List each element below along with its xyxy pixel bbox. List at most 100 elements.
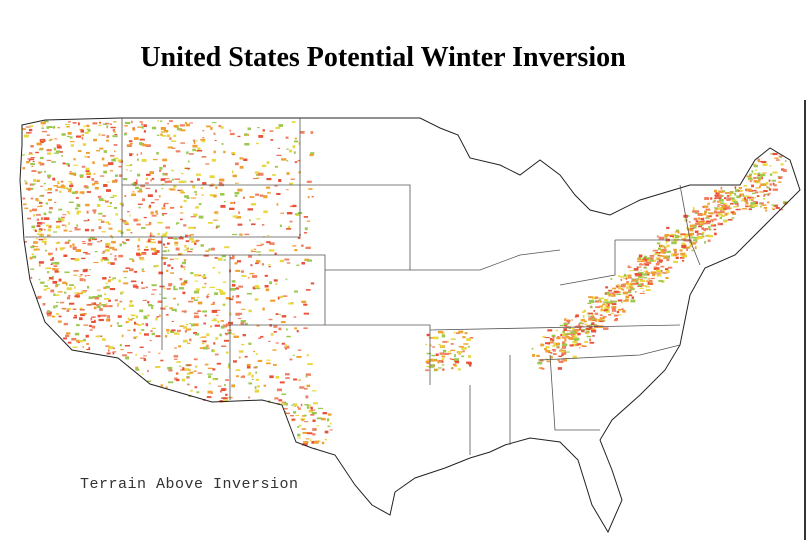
terrain-speckle <box>164 178 170 180</box>
terrain-speckle <box>550 352 553 354</box>
terrain-speckle <box>108 346 114 349</box>
terrain-speckle <box>83 125 86 128</box>
terrain-speckle <box>647 283 653 285</box>
terrain-speckle <box>103 150 108 153</box>
terrain-speckle <box>45 249 48 252</box>
terrain-speckle <box>69 171 72 173</box>
terrain-speckle <box>226 323 231 327</box>
terrain-speckle <box>290 178 295 180</box>
terrain-speckle <box>699 223 704 226</box>
terrain-speckle <box>86 175 91 178</box>
terrain-speckle <box>310 406 313 410</box>
terrain-speckle <box>743 185 747 187</box>
terrain-speckle <box>324 438 327 441</box>
terrain-speckle <box>458 345 464 348</box>
terrain-speckle <box>292 204 297 208</box>
terrain-speckle <box>613 290 619 293</box>
terrain-speckle <box>46 159 52 162</box>
terrain-speckle <box>590 316 595 319</box>
terrain-speckle <box>132 128 136 131</box>
terrain-speckle <box>696 233 699 236</box>
terrain-speckle <box>30 158 35 161</box>
terrain-speckle <box>96 150 100 152</box>
terrain-speckle <box>724 192 729 194</box>
terrain-speckle <box>207 367 213 369</box>
terrain-speckle <box>187 160 190 163</box>
terrain-speckle <box>190 248 194 250</box>
terrain-speckle <box>749 173 753 176</box>
terrain-speckle <box>643 276 647 279</box>
terrain-speckle <box>114 255 117 257</box>
terrain-speckle <box>756 182 761 184</box>
terrain-speckle <box>277 147 281 149</box>
terrain-speckle <box>150 241 157 244</box>
terrain-speckle <box>193 323 199 327</box>
terrain-speckle <box>30 268 35 270</box>
terrain-speckle <box>311 196 314 198</box>
terrain-speckle <box>201 336 207 338</box>
terrain-speckle <box>209 194 214 197</box>
terrain-speckle <box>628 276 632 279</box>
terrain-speckle <box>35 246 39 248</box>
terrain-speckle <box>466 338 471 341</box>
terrain-speckle <box>55 150 61 153</box>
terrain-speckle <box>284 408 288 410</box>
terrain-speckle <box>106 139 109 142</box>
terrain-speckle <box>552 336 555 339</box>
terrain-speckle <box>689 224 696 228</box>
terrain-speckle <box>151 284 157 287</box>
terrain-speckle <box>467 362 472 365</box>
terrain-speckle <box>124 132 127 136</box>
terrain-speckle <box>113 121 117 123</box>
terrain-speckle <box>139 346 144 348</box>
terrain-speckle <box>150 304 154 306</box>
terrain-speckle <box>106 125 109 129</box>
terrain-speckle <box>155 366 161 369</box>
terrain-speckle <box>273 364 277 366</box>
terrain-speckle <box>720 186 723 190</box>
terrain-speckle <box>743 197 747 200</box>
terrain-speckle <box>133 328 136 332</box>
terrain-speckle <box>65 282 68 286</box>
terrain-speckle <box>775 204 779 206</box>
terrain-speckle <box>53 185 59 187</box>
terrain-speckle <box>87 275 91 276</box>
terrain-speckle <box>85 203 90 207</box>
terrain-speckle <box>193 370 197 372</box>
terrain-speckle <box>609 293 616 296</box>
terrain-speckle <box>778 181 782 183</box>
terrain-speckle <box>716 194 723 198</box>
terrain-speckle <box>72 248 76 250</box>
terrain-speckle <box>457 351 461 354</box>
terrain-speckle <box>59 219 65 222</box>
terrain-speckle <box>762 163 768 166</box>
terrain-speckle <box>102 257 108 260</box>
terrain-speckle <box>631 278 634 281</box>
terrain-speckle <box>66 163 70 166</box>
terrain-speckle <box>703 205 709 208</box>
terrain-speckle <box>109 276 111 278</box>
terrain-speckle <box>75 294 80 297</box>
terrain-speckle <box>145 246 148 249</box>
terrain-speckle <box>675 256 679 259</box>
terrain-speckle <box>556 336 561 340</box>
terrain-speckle <box>102 277 107 280</box>
terrain-speckle <box>630 287 635 291</box>
terrain-speckle <box>240 320 246 323</box>
terrain-speckle <box>278 327 282 331</box>
terrain-speckle <box>760 205 762 208</box>
terrain-speckle <box>214 257 218 259</box>
terrain-speckle <box>161 207 166 210</box>
terrain-speckle <box>228 396 233 399</box>
terrain-speckle <box>167 249 170 252</box>
terrain-speckle <box>762 172 767 174</box>
terrain-speckle <box>759 202 761 205</box>
terrain-speckle <box>106 181 110 183</box>
terrain-speckle <box>545 350 551 353</box>
terrain-speckle <box>290 415 294 417</box>
terrain-speckle <box>186 364 192 366</box>
terrain-speckle <box>169 258 174 261</box>
terrain-speckle <box>60 301 65 304</box>
terrain-speckle <box>151 306 154 309</box>
terrain-speckle <box>131 183 136 186</box>
